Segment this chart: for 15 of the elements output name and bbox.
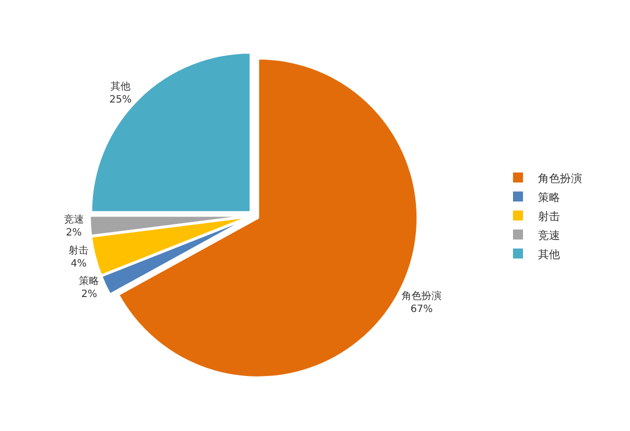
legend-label: 其他	[538, 248, 560, 261]
slice-label: 策略	[79, 275, 100, 288]
slice-label: 角色扮演	[402, 290, 442, 302]
slice-label: 其他	[110, 80, 131, 93]
data-label: 25%	[109, 94, 132, 106]
slice-label: 竞速	[64, 213, 84, 226]
legend-label: 竞速	[538, 228, 560, 242]
data-label: 67%	[410, 304, 433, 315]
data-label: 2%	[81, 289, 98, 300]
data-label: 4%	[70, 258, 87, 270]
legend-label: 角色扮演	[538, 172, 582, 185]
slice-label: 射击	[68, 244, 89, 257]
legend-label: 策略	[538, 190, 560, 204]
legend-label: 射击	[538, 210, 560, 223]
data-label: 2%	[66, 227, 82, 238]
